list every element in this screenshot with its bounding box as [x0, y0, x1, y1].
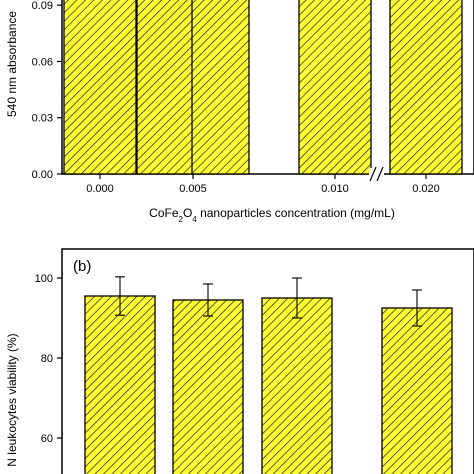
x-tick-label: 0.020 [412, 183, 440, 195]
bar [389, 0, 463, 175]
y-tick-label: 100 [35, 273, 53, 285]
panel-b-bars [84, 295, 453, 474]
x-tick-label: 0.000 [86, 183, 114, 195]
bar [172, 299, 244, 474]
bar [63, 0, 137, 175]
panel-b-plot-frame [61, 248, 474, 474]
bar [261, 297, 333, 474]
panel-b-label: (b) [73, 258, 91, 275]
y-tick-label: 60 [41, 433, 53, 445]
bar [136, 0, 250, 175]
bar [381, 307, 453, 474]
panel-b-y-ticks: 60 80 100 [35, 273, 62, 445]
panel-a-x-axis-label: CoFe2O4 nanoparticles concentration (mg/… [149, 206, 395, 224]
panel-b-error-bars [115, 276, 422, 327]
panel-a-plot-frame [61, 0, 474, 175]
y-tick-label: 80 [41, 353, 53, 365]
y-tick-label: 0.03 [32, 113, 53, 125]
axis-break-mark [369, 166, 377, 182]
panel-a-chart: 0.00 0.03 0.06 0.09 0.000 0.005 0.010 0.020 54… [5, 0, 474, 224]
axis-break-mark [376, 166, 384, 182]
axis-break-gap [369, 168, 384, 180]
bar [298, 0, 372, 175]
panel-a-bars [63, 0, 463, 175]
y-tick-label: 0.09 [32, 0, 53, 12]
panel-b-chart: 60 80 100 (b) N leukocytes viability (%) [5, 248, 474, 474]
bar [84, 295, 156, 474]
panel-a-x-ticks: 0.000 0.005 0.010 0.020 [86, 174, 440, 195]
y-tick-label: 0.00 [32, 169, 53, 181]
x-tick-label: 0.010 [321, 183, 349, 195]
y-tick-label: 0.06 [32, 56, 53, 68]
panel-a-y-axis-label: 540 nm absorbance [5, 11, 19, 117]
panel-b-y-axis-label: N leukocytes viability (%) [5, 333, 19, 466]
panel-a-y-ticks: 0.00 0.03 0.06 0.09 [32, 0, 62, 181]
x-tick-label: 0.005 [179, 183, 207, 195]
